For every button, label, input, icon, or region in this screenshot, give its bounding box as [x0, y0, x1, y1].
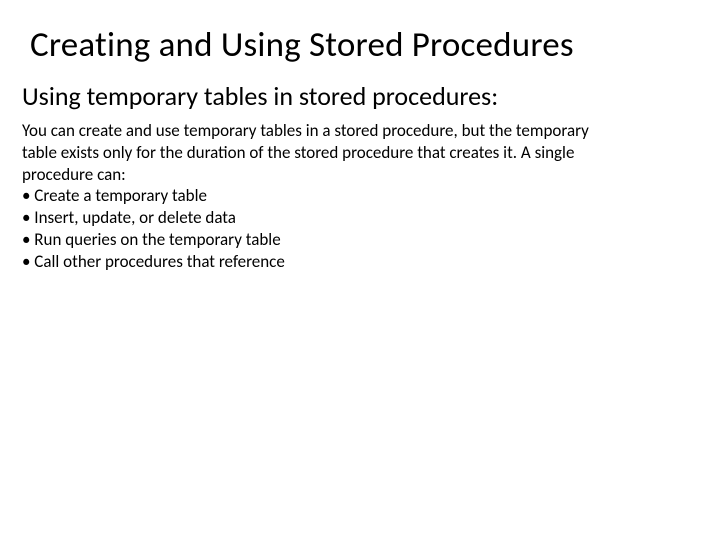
body-bullet: • Insert, update, or delete data [22, 207, 698, 229]
slide-subtitle: Using temporary tables in stored procedu… [22, 80, 698, 112]
body-line: You can create and use temporary tables … [22, 120, 698, 142]
slide-title: Creating and Using Stored Procedures [30, 24, 698, 66]
body-bullet: • Run queries on the temporary table [22, 229, 698, 251]
slide: Creating and Using Stored Procedures Usi… [0, 0, 720, 540]
body-line: procedure can: [22, 164, 698, 186]
body-bullet: • Create a temporary table [22, 185, 698, 207]
body-bullet: • Call other procedures that reference [22, 251, 698, 273]
body-line: table exists only for the duration of th… [22, 142, 698, 164]
body-text: You can create and use temporary tables … [22, 120, 698, 272]
